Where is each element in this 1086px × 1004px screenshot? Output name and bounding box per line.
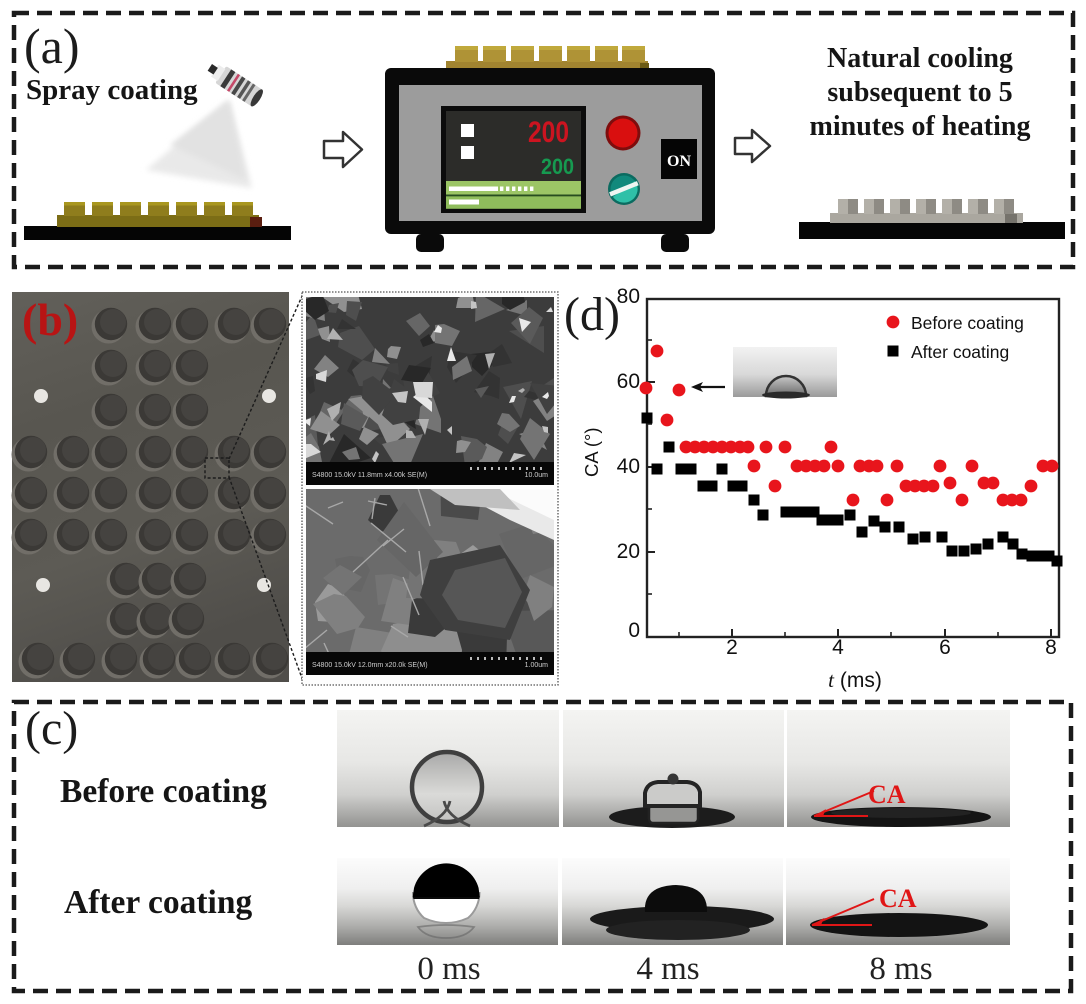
svg-text:S4800 15.0kV 12.0mm x20.0k SE(: S4800 15.0kV 12.0mm x20.0k SE(M): [312, 662, 428, 669]
svg-text:ON: ON: [667, 153, 691, 170]
svg-text:200: 200: [528, 116, 569, 149]
svg-text:200: 200: [541, 154, 574, 179]
svg-text:After coating: After coating: [911, 342, 1009, 362]
svg-text:S4800 15.0kV 11.8mm x4.00k SE(: S4800 15.0kV 11.8mm x4.00k SE(M): [312, 472, 427, 479]
svg-text:Before coating: Before coating: [911, 313, 1024, 333]
svg-text:10.0um: 10.0um: [525, 472, 549, 479]
svg-text:1.00um: 1.00um: [525, 662, 549, 669]
svg-text:CA: CA: [879, 884, 917, 913]
svg-text:CA: CA: [868, 780, 906, 809]
